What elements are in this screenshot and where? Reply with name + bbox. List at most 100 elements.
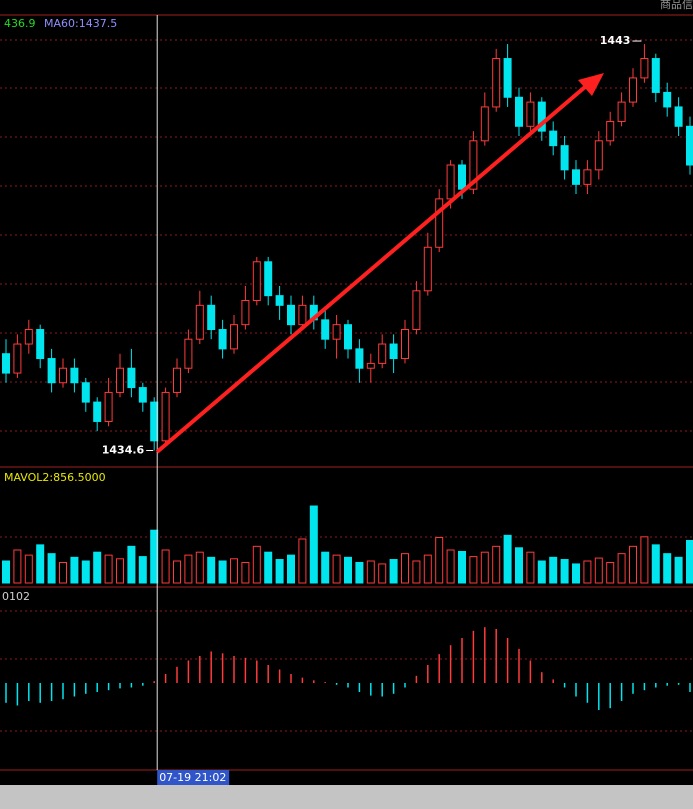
candle-body: [366, 362, 375, 369]
candle-body: [70, 367, 79, 384]
candle-body: [184, 338, 193, 369]
candle-body: [640, 58, 649, 79]
high-label: 1443: [600, 34, 631, 47]
volume-bar: [298, 538, 307, 584]
volume-bar: [515, 547, 523, 584]
volume-bar: [560, 559, 569, 584]
candle-body: [36, 329, 45, 360]
volume-bar: [344, 556, 352, 584]
volume-bar: [195, 551, 204, 584]
volume-bar: [207, 556, 216, 584]
volume-bar: [321, 551, 330, 584]
volume-bar: [13, 549, 22, 584]
candle-body: [503, 58, 512, 98]
volume-bar: [47, 553, 56, 584]
volume-bar: [104, 554, 113, 584]
volume-bar: [606, 561, 615, 584]
volume-bar: [446, 549, 455, 584]
candle-body: [594, 140, 603, 171]
candle-body: [116, 367, 124, 393]
candle-body: [629, 77, 637, 103]
volume-bar: [241, 561, 250, 584]
candle-body: [606, 120, 615, 142]
candle-body: [252, 261, 261, 301]
volume-bar: [36, 544, 45, 584]
volume-bar: [640, 536, 649, 584]
volume-bar: [629, 545, 637, 584]
volume-bar: [287, 554, 295, 584]
candle-body: [150, 401, 159, 442]
candle-body: [526, 101, 535, 127]
candle-body: [515, 96, 523, 127]
volume-bar: [674, 556, 683, 584]
volume-bar: [161, 549, 170, 584]
candle-body: [230, 324, 238, 350]
candle-body: [47, 358, 56, 384]
candle-body: [81, 382, 90, 403]
candle-body: [298, 304, 307, 326]
volume-bar: [378, 563, 387, 584]
candle-body: [127, 367, 136, 389]
candle-body: [13, 343, 22, 374]
candle-body: [355, 348, 364, 369]
macd-label: 0102: [2, 590, 30, 603]
volume-bar: [423, 554, 432, 584]
candle-body: [423, 246, 432, 292]
volume-bar: [469, 556, 478, 584]
marks: 1434.6 1443 07-19 21:02: [2, 15, 693, 785]
volume-bar: [583, 560, 592, 584]
candle-body: [287, 304, 295, 326]
candle-body: [617, 101, 626, 122]
candle-body: [344, 324, 352, 350]
candle-body: [2, 353, 10, 374]
volume-bar: [435, 537, 444, 584]
volume-bar: [332, 554, 341, 584]
volume-bar: [24, 554, 33, 584]
corner-label: 商品信: [660, 0, 693, 11]
cursor-time-box: [157, 770, 230, 785]
volume-bar: [230, 558, 238, 584]
candle-body: [161, 391, 170, 442]
volume-bar: [184, 554, 193, 584]
volume-bar: [81, 560, 90, 584]
volume-bar: [264, 551, 273, 584]
candle-body: [458, 164, 466, 190]
candle-body: [469, 140, 478, 190]
volume-bar: [70, 556, 79, 584]
volume-bar: [93, 551, 102, 584]
volume-bar: [138, 556, 147, 584]
trend-arrow: [155, 79, 594, 454]
candle-body: [435, 198, 444, 248]
volume-bar: [59, 561, 67, 584]
candle-body: [275, 295, 284, 306]
volume-bar: [127, 545, 136, 584]
volume-bar: [412, 560, 421, 584]
candle-body: [686, 125, 693, 166]
candle-body: [651, 58, 660, 93]
volume-bar: [572, 563, 580, 584]
candle-body: [674, 106, 683, 127]
candle-body: [173, 367, 181, 393]
candle-body: [104, 391, 113, 422]
candle-body: [332, 324, 341, 340]
volume-bar: [480, 551, 489, 584]
volume-bar: [651, 544, 660, 584]
volume-bar: [275, 559, 284, 584]
trend-arrowhead: [578, 73, 604, 96]
candle-body: [218, 329, 227, 350]
candle-body: [24, 329, 33, 345]
legend-item: 436.9: [4, 17, 36, 30]
candle-body: [207, 304, 216, 331]
panel-borders: [0, 14, 693, 771]
volume-label: MAVOL2:856.5000: [4, 471, 106, 484]
candle-body: [401, 329, 409, 360]
volume-bar: [150, 529, 159, 584]
volume-bar: [503, 534, 512, 584]
candle-body: [492, 58, 501, 108]
candle-body: [378, 343, 387, 364]
volume-bar: [2, 560, 10, 584]
volume-bar: [492, 545, 501, 584]
